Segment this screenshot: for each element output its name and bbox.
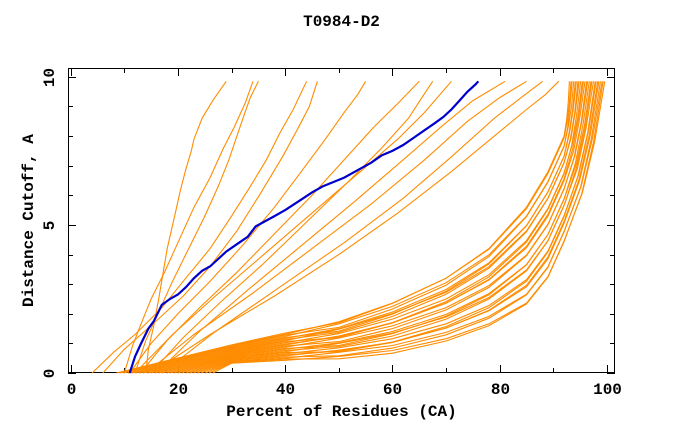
series-highlighted-model (128, 80, 480, 374)
series-model-b11 (158, 81, 586, 374)
x-tick-label: 60 (383, 381, 402, 399)
series-model-b13 (166, 81, 589, 374)
series-model-M5 (145, 80, 527, 374)
x-tick-label: 40 (276, 381, 295, 399)
series-model-b03 (127, 81, 575, 374)
series-model-L5 (102, 81, 318, 374)
series-model-L1 (145, 80, 227, 374)
series-model-b14 (170, 81, 590, 374)
y-tick-label: 0 (41, 369, 59, 379)
series-model-M2 (150, 80, 434, 374)
series-model-b07 (142, 81, 580, 374)
x-tick-label: 100 (593, 381, 622, 399)
y-tick-label: 5 (41, 221, 59, 231)
series-model-b25 (212, 81, 606, 374)
series-model-L4 (91, 81, 308, 374)
y-axis-label: Distance Cutoff, A (20, 134, 38, 307)
series-model-M7 (150, 80, 560, 374)
x-tick-label: 20 (169, 381, 188, 399)
series-model-b01 (119, 81, 572, 374)
y-tick-label: 10 (41, 68, 59, 87)
series-model-b17 (181, 81, 595, 374)
x-axis-label: Percent of Residues (CA) (226, 403, 457, 421)
x-tick-label: 0 (67, 381, 77, 399)
series-model-b15 (174, 81, 592, 374)
series-model-L2 (123, 81, 254, 374)
series-model-b23 (205, 81, 603, 374)
series-model-b09 (150, 81, 583, 374)
series-model-b21 (197, 81, 600, 374)
series-model-b05 (135, 81, 577, 374)
series-model-M4 (156, 80, 506, 374)
series-model-L6 (129, 81, 367, 374)
chart-title: T0984-D2 (303, 13, 380, 31)
x-tick-label: 80 (491, 381, 510, 399)
series-model-M6 (161, 80, 543, 374)
series-model-M3 (134, 80, 452, 374)
series-model-M1 (139, 80, 420, 374)
series-model-b16 (177, 81, 593, 374)
series-model-b19 (189, 81, 597, 374)
